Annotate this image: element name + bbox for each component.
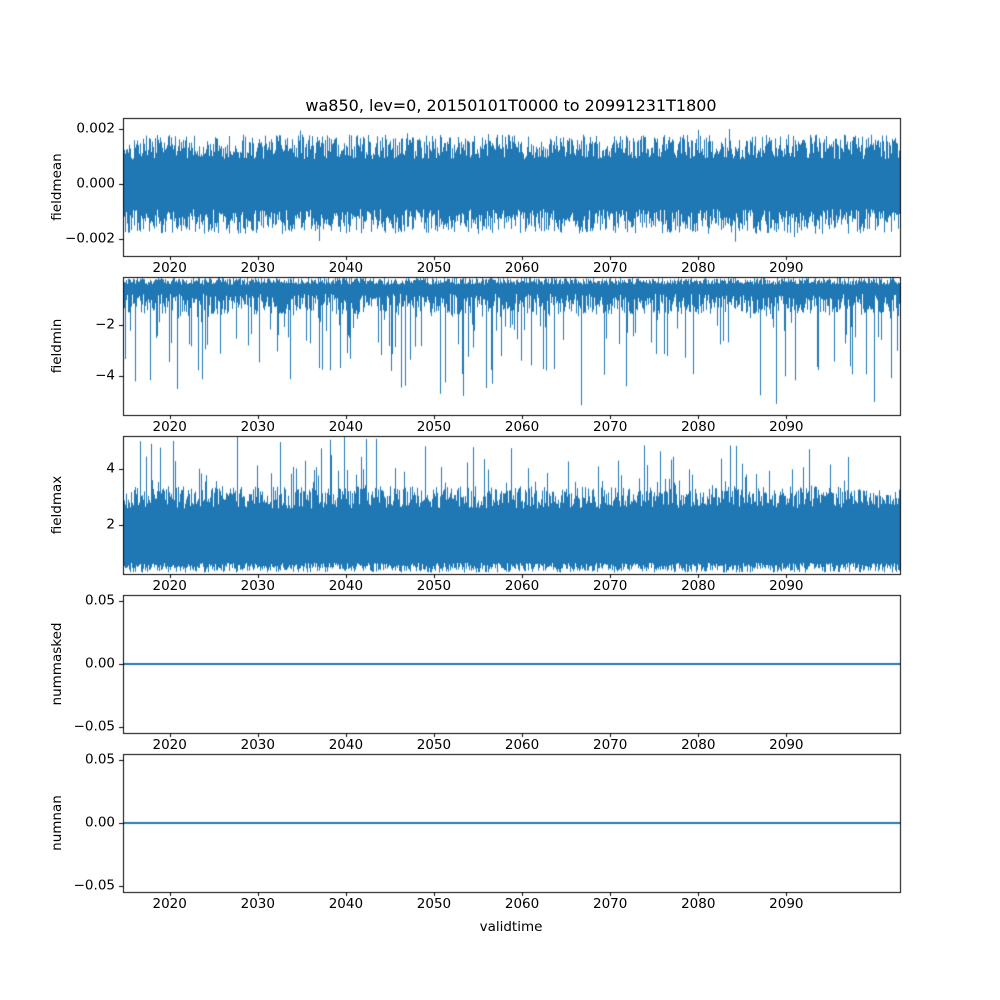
y-axis-label-numnan: numnan: [49, 795, 65, 851]
y-tick-label: 0.05: [84, 751, 115, 768]
y-tick-label: −0.002: [65, 230, 115, 247]
y-axis-label-fieldmin: fieldmin: [49, 318, 65, 374]
x-tick-label: 2080: [681, 578, 716, 594]
y-tick-label: 0.002: [76, 120, 115, 137]
x-tick-label: 2050: [416, 260, 452, 276]
y-axis-label-fieldmean: fieldmean: [49, 153, 65, 221]
y-tick-label: 0.000: [76, 175, 115, 192]
y-tick-label: 0.05: [84, 592, 115, 609]
x-tick-label: 2040: [328, 419, 364, 435]
x-tick-label: 2090: [769, 737, 804, 753]
x-tick-label: 2060: [504, 419, 540, 435]
x-tick-label: 2050: [416, 896, 452, 912]
x-tick-label: 2090: [769, 896, 804, 912]
x-tick-label: 2070: [592, 737, 628, 753]
x-tick-label: 2040: [328, 578, 364, 594]
x-tick-label: 2060: [504, 737, 540, 753]
y-tick-label: −0.05: [73, 717, 115, 734]
x-tick-label: 2050: [416, 578, 452, 594]
y-tick-label: 0.00: [84, 655, 115, 672]
x-tick-label: 2030: [240, 737, 275, 753]
x-tick-label: 2040: [328, 896, 364, 912]
x-tick-label: 2030: [240, 419, 275, 435]
x-tick-label: 2020: [152, 737, 187, 753]
x-tick-label: 2030: [240, 578, 275, 594]
x-tick-label: 2050: [416, 419, 452, 435]
x-tick-label: 2080: [681, 419, 716, 435]
y-tick-label: −4: [95, 367, 115, 384]
x-tick-label: 2070: [592, 260, 628, 276]
x-tick-label: 2050: [416, 737, 452, 753]
x-tick-label: 2020: [152, 896, 187, 912]
x-axis-label: validtime: [479, 919, 543, 935]
x-tick-label: 2080: [681, 260, 716, 276]
y-tick-label: 4: [106, 460, 115, 477]
x-tick-label: 2090: [769, 419, 804, 435]
x-tick-label: 2090: [769, 260, 804, 276]
figure-title: wa850, lev=0, 20150101T0000 to 20991231T…: [305, 96, 717, 115]
x-tick-label: 2040: [328, 737, 364, 753]
y-tick-label: 2: [106, 516, 115, 533]
x-tick-label: 2060: [504, 260, 540, 276]
y-tick-label: −0.05: [73, 876, 115, 893]
x-tick-label: 2070: [592, 896, 628, 912]
y-tick-label: −2: [95, 315, 115, 332]
x-tick-label: 2070: [592, 419, 628, 435]
x-tick-label: 2020: [152, 260, 187, 276]
x-tick-label: 2060: [504, 578, 540, 594]
x-tick-label: 2030: [240, 896, 275, 912]
x-tick-label: 2030: [240, 260, 275, 276]
x-tick-label: 2070: [592, 578, 628, 594]
x-tick-label: 2040: [328, 260, 364, 276]
x-tick-label: 2080: [681, 896, 716, 912]
y-axis-label-fieldmax: fieldmax: [49, 475, 65, 535]
y-tick-label: 0.00: [84, 814, 115, 831]
x-tick-label: 2090: [769, 578, 804, 594]
x-tick-label: 2020: [152, 578, 187, 594]
x-tick-label: 2020: [152, 419, 187, 435]
y-axis-label-nummasked: nummasked: [49, 622, 65, 706]
x-tick-label: 2060: [504, 896, 540, 912]
x-tick-label: 2080: [681, 737, 716, 753]
